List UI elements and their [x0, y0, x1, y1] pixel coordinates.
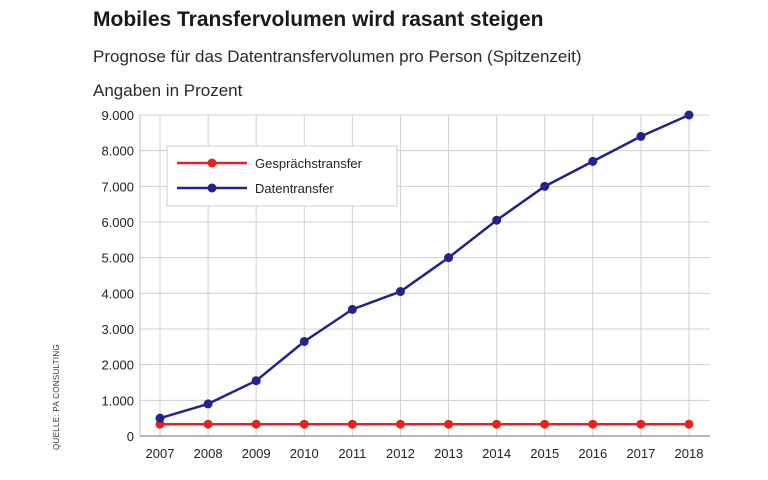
data-point	[444, 253, 454, 263]
x-tick-label: 2007	[146, 446, 175, 461]
y-tick-label: 4.000	[101, 286, 134, 301]
legend-label: Gesprächstransfer	[255, 156, 363, 171]
x-tick-label: 2016	[578, 446, 607, 461]
data-point	[540, 419, 550, 429]
y-tick-label: 3.000	[101, 322, 134, 337]
data-point	[251, 376, 261, 386]
data-point	[492, 419, 502, 429]
data-point	[203, 399, 213, 409]
data-point	[588, 156, 598, 166]
y-tick-label: 5.000	[101, 251, 134, 266]
y-tick-label: 2.000	[101, 358, 134, 373]
legend-swatch-marker	[207, 183, 217, 193]
data-point	[588, 419, 598, 429]
x-tick-label: 2013	[434, 446, 463, 461]
chart-subtitle: Prognose für das Datentransfervolumen pr…	[93, 47, 582, 66]
legend-box	[166, 145, 398, 207]
data-point	[636, 419, 646, 429]
legend-swatch-marker	[207, 158, 217, 168]
x-tick-label: 2014	[482, 446, 511, 461]
y-tick-label: 6.000	[101, 215, 134, 230]
data-point	[395, 419, 405, 429]
data-point	[540, 181, 550, 191]
data-point	[347, 419, 357, 429]
legend-label: Datentransfer	[255, 181, 334, 196]
x-tick-label: 2018	[675, 446, 704, 461]
data-point	[155, 413, 165, 423]
y-tick-label: 9.000	[101, 108, 134, 123]
data-point	[636, 131, 646, 141]
chart-title: Mobiles Transfervolumen wird rasant stei…	[93, 8, 544, 31]
x-tick-label: 2011	[338, 446, 366, 461]
y-tick-label: 7.000	[101, 179, 134, 194]
x-tick-label: 2012	[386, 446, 415, 461]
chart-unit-label: Angaben in Prozent	[93, 81, 243, 100]
data-point	[684, 110, 694, 120]
x-tick-label: 2010	[290, 446, 319, 461]
y-tick-label: 1.000	[101, 393, 134, 408]
data-point	[395, 287, 405, 297]
data-point	[684, 419, 694, 429]
x-tick-label: 2009	[242, 446, 271, 461]
x-tick-label: 2015	[530, 446, 559, 461]
x-tick-label: 2008	[194, 446, 223, 461]
data-point	[251, 419, 261, 429]
data-point	[203, 419, 213, 429]
data-point	[299, 419, 309, 429]
data-point	[347, 304, 357, 314]
data-point	[444, 419, 454, 429]
x-tick-label: 2017	[626, 446, 655, 461]
y-tick-label: 8.000	[101, 144, 134, 159]
series-line-2	[159, 113, 690, 420]
y-tick-label: 0	[127, 429, 134, 444]
data-point	[492, 215, 502, 225]
data-point	[299, 336, 309, 346]
